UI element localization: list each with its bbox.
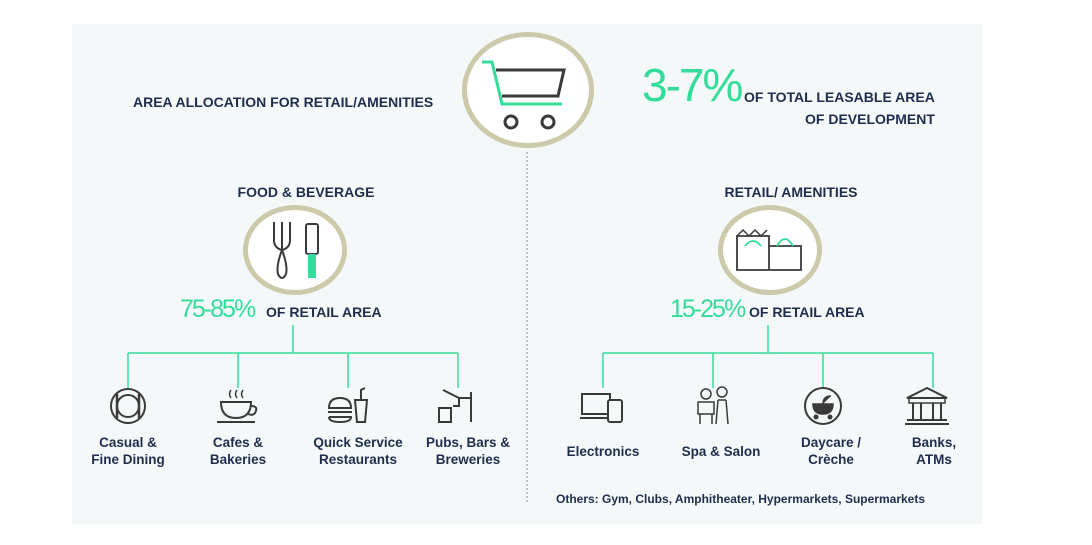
page-title: AREA ALLOCATION FOR RETAIL/AMENITIES	[133, 94, 434, 110]
retail-item-label: Electronics	[566, 444, 640, 459]
total-line2: OF DEVELOPMENT	[805, 111, 935, 127]
food-pct-suffix: OF RETAIL AREA	[266, 304, 382, 320]
retail-item-label: Daycare / Crèche	[800, 435, 862, 467]
food-item-label: Quick Service Restaurants	[313, 435, 403, 467]
food-item-label: Pubs, Bars & Breweries	[425, 435, 511, 467]
food-ring	[243, 205, 347, 295]
retail-ring	[718, 205, 822, 295]
food-tree-lines	[127, 325, 459, 388]
retail-item-label: Spa & Salon	[681, 444, 761, 459]
total-percentage: 3-7%	[642, 59, 743, 111]
salon-chair-icon	[697, 386, 729, 425]
retail-item-label: Banks, ATMs	[911, 435, 957, 467]
retail-tree-lines	[602, 325, 934, 388]
stroller-icon	[804, 387, 842, 425]
shopping-bags-icon	[736, 228, 802, 271]
food-percentage: 75-85%	[180, 295, 256, 323]
retail-pct-suffix: OF RETAIL AREA	[749, 304, 865, 320]
beer-tap-icon	[438, 389, 472, 423]
devices-icon	[580, 393, 623, 423]
others-note: Others: Gym, Clubs, Amphitheater, Hyperm…	[556, 492, 926, 506]
total-line1: OF TOTAL LEASABLE AREA	[744, 89, 935, 105]
retail-percentage: 15-25%	[670, 295, 746, 323]
retail-title: RETAIL/ AMENITIES	[724, 184, 858, 200]
fork-knife-icon	[273, 222, 319, 279]
dining-plate-icon	[110, 388, 146, 424]
food-title: FOOD & BEVERAGE	[237, 184, 375, 200]
coffee-cup-icon	[217, 389, 258, 423]
bank-building-icon	[905, 386, 949, 425]
cart-ring	[462, 32, 594, 148]
food-item-label: Casual & Fine Dining	[91, 435, 165, 467]
burger-drink-icon	[327, 387, 369, 424]
shopping-cart-icon	[482, 60, 566, 130]
food-item-label: Cafes & Bakeries	[209, 435, 267, 467]
